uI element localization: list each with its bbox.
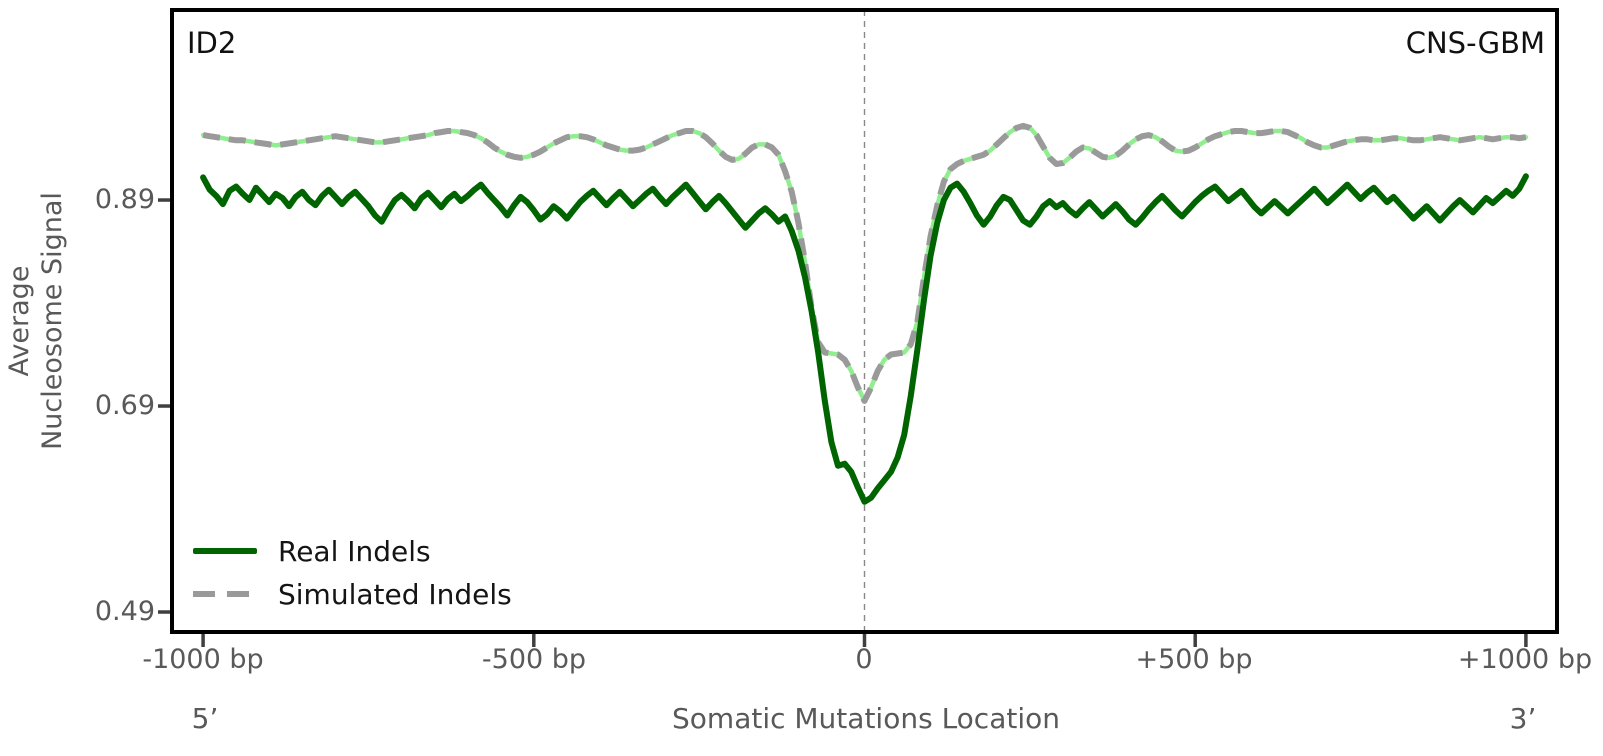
x-tick-label-plus1000: +1000 bp <box>1457 644 1593 675</box>
legend-item-simulated-indels: Simulated Indels <box>193 577 512 611</box>
legend-item-real-indels: Real Indels <box>193 534 512 568</box>
y-axis-title-line1: Average <box>4 265 36 377</box>
legend: Real Indels Simulated Indels <box>193 534 512 611</box>
y-tick-label-0.69: 0.69 <box>94 390 155 421</box>
x-tick-label-minus500: -500 bp <box>481 644 587 675</box>
y-tick-label-0.49: 0.49 <box>94 596 155 627</box>
x-axis-title: Somatic Mutations Location <box>672 702 1060 735</box>
real-indels-line <box>200 173 1529 505</box>
legend-label-simulated-indels: Simulated Indels <box>278 577 512 611</box>
x-tick-label-zero: 0 <box>855 644 873 675</box>
plot-border <box>170 8 1559 634</box>
x-tick-label-minus1000: -1000 bp <box>142 644 264 675</box>
simulated-indels-line-swatch <box>193 591 257 597</box>
simulated-indels-line <box>202 122 1527 404</box>
gene-label: ID2 <box>187 26 237 60</box>
real-indels-line-swatch <box>193 548 257 554</box>
y-tick-label-0.89: 0.89 <box>94 184 155 215</box>
legend-label-real-indels: Real Indels <box>278 534 431 568</box>
five-prime-label: 5’ <box>191 702 219 735</box>
x-tick-label-plus500: +500 bp <box>1135 644 1253 675</box>
cohort-label: CNS-GBM <box>1405 26 1545 60</box>
three-prime-label: 3’ <box>1509 702 1537 735</box>
